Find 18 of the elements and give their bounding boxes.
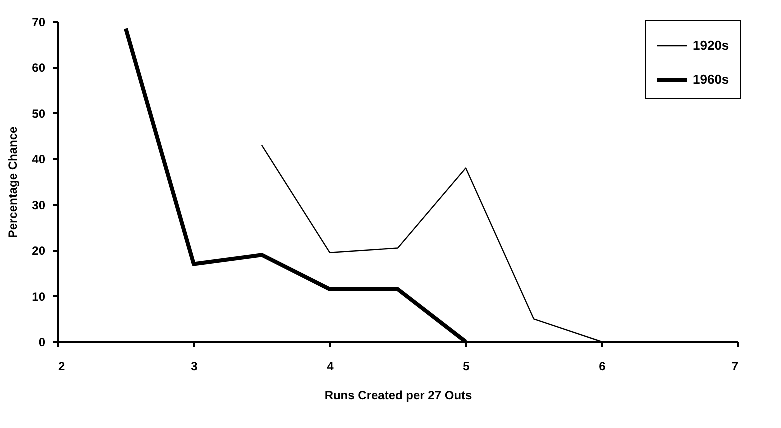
y-tick-label: 10 [32, 290, 46, 304]
x-tick-label: 3 [191, 360, 198, 374]
y-tick-label: 30 [32, 198, 46, 212]
y-tick-label: 20 [32, 244, 46, 258]
legend-label: 1960s [693, 72, 730, 87]
y-tick-label: 50 [32, 106, 46, 121]
x-tick-label: 4 [327, 360, 334, 374]
x-axis-title: Runs Created per 27 Outs [324, 388, 473, 402]
y-tick-label: 0 [38, 336, 46, 350]
x-tick-label: 6 [599, 360, 606, 374]
x-tick-label: 2 [58, 360, 66, 374]
y-axis-title: Percentage Chance [6, 126, 20, 238]
legend-label: 1920s [693, 38, 730, 53]
y-tick-label: 40 [32, 152, 46, 167]
y-tick-label: 70 [32, 16, 46, 30]
x-tick-label: 5 [463, 360, 470, 374]
y-tick-label: 60 [32, 61, 46, 76]
x-tick-label: 7 [732, 360, 739, 374]
